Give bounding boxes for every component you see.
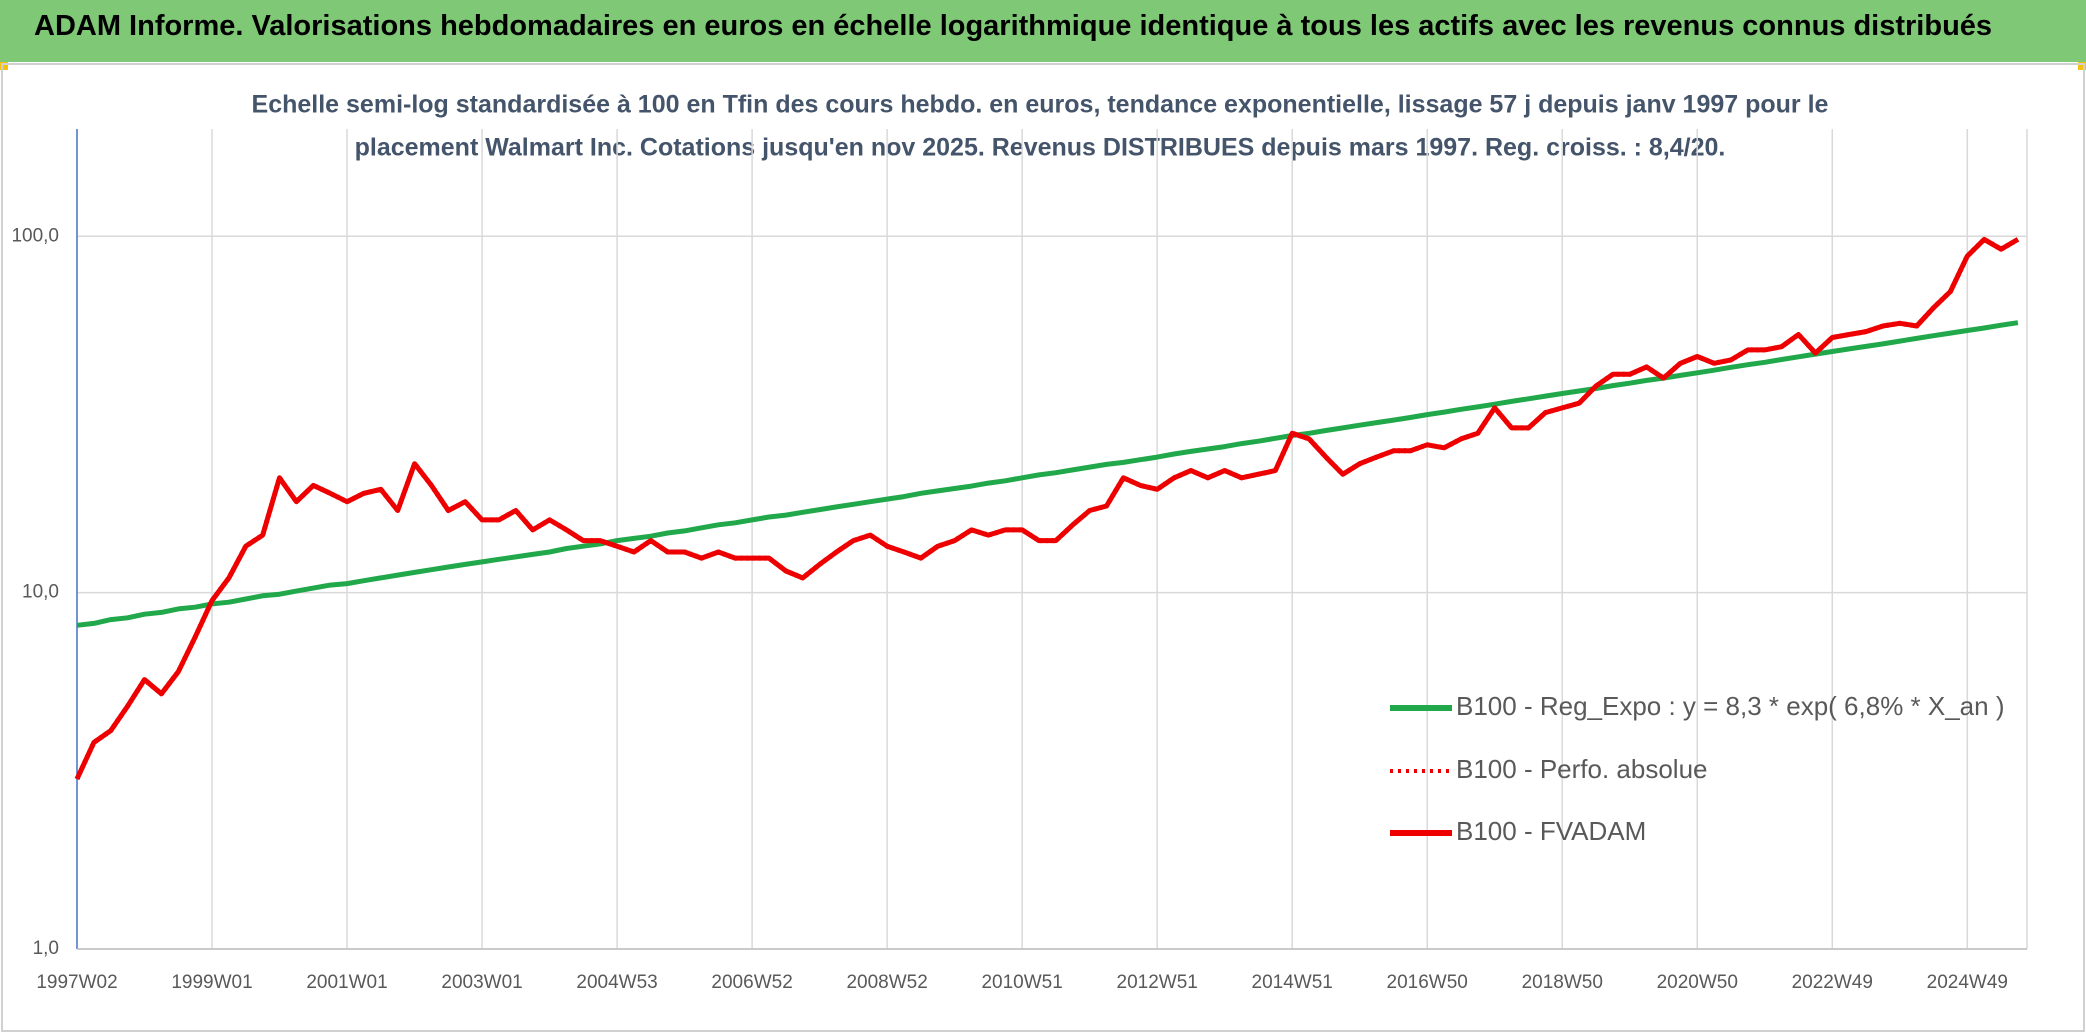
y-tick-label: 10,0	[22, 582, 59, 603]
chart-border	[1, 63, 2085, 1032]
x-tick-label: 2024W49	[1927, 972, 2008, 993]
x-tick-label: 2020W50	[1657, 972, 1738, 993]
x-tick-label: 2010W51	[981, 972, 1062, 993]
x-tick-label: 2014W51	[1252, 972, 1333, 993]
x-tick-label: 2006W52	[711, 972, 792, 993]
page-title: ADAM Informe. Valorisations hebdomadaire…	[34, 10, 1993, 42]
x-tick-label: 2012W51	[1117, 972, 1198, 993]
series-line	[76, 320, 2019, 628]
x-tick-label: 2004W53	[576, 972, 657, 993]
legend-label: B100 - Reg_Expo : y = 8,3 * exp( 6,8% * …	[1456, 691, 2005, 721]
x-tick-label: 1997W02	[36, 972, 117, 993]
x-tick-label: 2001W01	[306, 972, 387, 993]
x-tick-label: 2022W49	[1792, 972, 1873, 993]
corner	[0, 62, 8, 70]
subtitle: Echelle semi-log standardisée à 100 en T…	[252, 91, 1829, 119]
y-tick-label: 100,0	[11, 225, 59, 246]
series-line	[74, 236, 2020, 781]
x-tick-label: 2016W50	[1387, 972, 1468, 993]
legend-label: B100 - Perfo. absolue	[1456, 754, 1708, 784]
y-tick-label: 1,0	[33, 938, 59, 959]
legend-label: B100 - FVADAM	[1456, 816, 1646, 846]
subtitle: placement Walmart Inc. Cotations jusqu'e…	[355, 134, 1726, 162]
x-tick-label: 2003W01	[441, 972, 522, 993]
x-tick-label: 1999W01	[171, 972, 252, 993]
x-tick-label: 2008W52	[846, 972, 927, 993]
x-tick-label: 2018W50	[1522, 972, 1603, 993]
header-bar: ADAM Informe. Valorisations hebdomadaire…	[0, 0, 2086, 62]
corner	[2078, 62, 2086, 70]
